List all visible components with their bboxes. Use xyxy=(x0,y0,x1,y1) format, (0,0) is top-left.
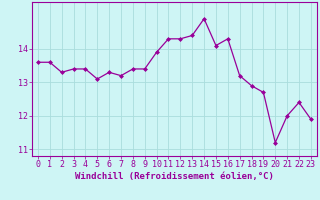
X-axis label: Windchill (Refroidissement éolien,°C): Windchill (Refroidissement éolien,°C) xyxy=(75,172,274,181)
